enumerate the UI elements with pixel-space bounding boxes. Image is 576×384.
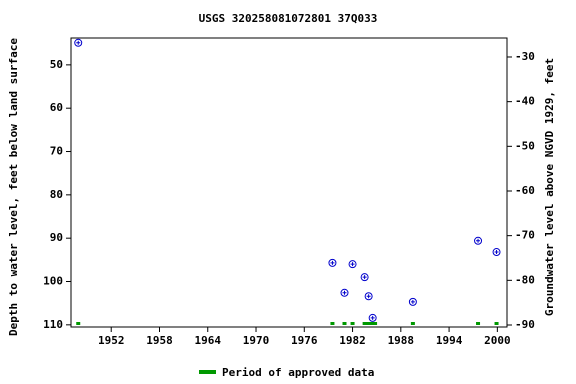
y2-tick-label: -40	[515, 95, 535, 108]
y-tick-label: 110	[43, 318, 63, 331]
approved-period	[362, 322, 378, 325]
data-point	[368, 313, 377, 322]
point-cross	[476, 238, 481, 243]
point-circle	[364, 292, 373, 301]
data-point	[348, 260, 357, 269]
x-tick-label: 1988	[388, 334, 415, 347]
y-tick-label: 60	[50, 101, 63, 114]
point-cross	[410, 299, 415, 304]
point-circle	[348, 260, 357, 269]
point-cross	[350, 262, 355, 267]
plot-frame	[70, 37, 508, 328]
point-circle	[408, 297, 417, 306]
data-point	[328, 258, 337, 267]
chart-title: USGS 320258081072801 37Q033	[199, 12, 378, 25]
approved-period	[494, 322, 499, 325]
approved-period	[350, 322, 355, 325]
point-circle	[360, 273, 369, 282]
approved-period	[410, 322, 415, 325]
x-tick-label: 1994	[436, 334, 463, 347]
point-circle	[328, 258, 337, 267]
y2-tick-label: -80	[515, 273, 535, 286]
x-tick-label: 1958	[146, 334, 173, 347]
x-tick-label: 1964	[195, 334, 222, 347]
y2-tick-label: -60	[515, 184, 535, 197]
point-cross	[362, 275, 367, 280]
point-circle	[492, 248, 501, 257]
data-point	[360, 273, 369, 282]
point-circle	[368, 313, 377, 322]
point-cross	[370, 315, 375, 320]
x-tick-label: 1982	[339, 334, 366, 347]
y-tick-label: 70	[50, 145, 63, 158]
y2-tick-label: -90	[515, 318, 535, 331]
x-tick-label: 1952	[98, 334, 125, 347]
point-circle	[74, 38, 83, 47]
y2-tick-label: -50	[515, 139, 535, 152]
y-tick-label: 50	[50, 58, 63, 71]
x-tick-label: 2000	[484, 334, 511, 347]
y2-axis-label: Groundwater level above NGVD 1929, feet	[543, 58, 556, 316]
data-point	[340, 288, 349, 297]
approved-period	[76, 322, 81, 325]
approved-period	[330, 322, 335, 325]
y2-tick-label: -30	[515, 50, 535, 63]
data-point	[408, 297, 417, 306]
point-cross	[366, 294, 371, 299]
legend-label: Period of approved data	[222, 366, 374, 379]
y-tick-label: 80	[50, 188, 63, 201]
y-axis-label: Depth to water level, feet below land su…	[7, 38, 20, 336]
data-point	[492, 248, 501, 257]
data-point	[364, 292, 373, 301]
approved-period	[476, 322, 481, 325]
point-circle	[474, 236, 483, 245]
y2-tick-label: -70	[515, 229, 535, 242]
y-tick-label: 90	[50, 231, 63, 244]
y-tick-label: 100	[43, 275, 63, 288]
x-tick-label: 1970	[243, 334, 270, 347]
x-tick-label: 1976	[291, 334, 318, 347]
point-cross	[330, 260, 335, 265]
point-cross	[342, 290, 347, 295]
data-point	[474, 236, 483, 245]
point-cross	[494, 250, 499, 255]
point-cross	[76, 40, 81, 45]
approved-period	[342, 322, 347, 325]
point-circle	[340, 288, 349, 297]
data-point	[74, 38, 83, 47]
